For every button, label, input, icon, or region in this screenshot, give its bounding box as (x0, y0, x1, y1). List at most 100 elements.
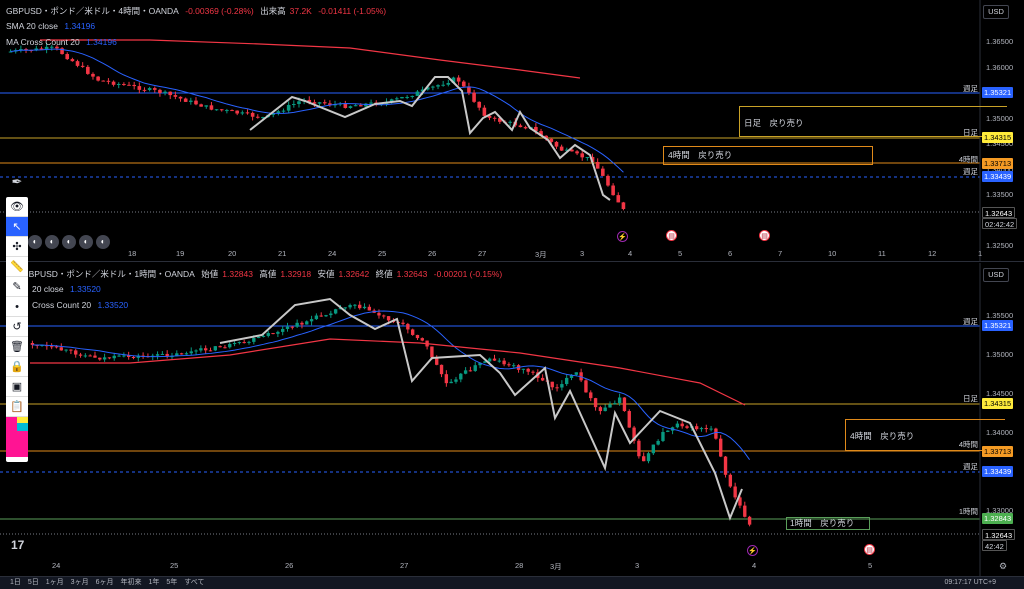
brush-icon[interactable]: ◐ (28, 234, 42, 249)
symbol-title[interactable]: GBPUSD・ポンド／米ドル・1時間・OANDA (22, 269, 195, 279)
settings-gear-icon[interactable]: ⚙ (999, 561, 1008, 571)
candle (307, 99, 312, 103)
candle (242, 342, 246, 344)
candle (420, 338, 424, 341)
candle (534, 126, 538, 132)
event-us-flag-icon[interactable]: ▤ (759, 230, 770, 241)
undo-icon[interactable]: ↺ (6, 317, 28, 337)
candle (580, 153, 585, 158)
candle (314, 315, 319, 320)
cursor-icon[interactable]: ↖ (6, 217, 28, 237)
candle (459, 373, 463, 380)
range-options[interactable]: 1日 5日 1ヶ月 3ヶ月 6ヶ月 年初来 1年 5年 すべて (10, 579, 205, 586)
candle (131, 356, 136, 358)
currency-button[interactable]: USD (983, 5, 1009, 19)
candle (680, 423, 684, 427)
candle (184, 353, 189, 355)
pencil-icon[interactable]: ✎ (6, 277, 28, 297)
candle (714, 428, 718, 439)
daily-sell-box[interactable]: 日足 戻り売り (739, 106, 1007, 137)
time-axis-label: 4 (752, 561, 757, 570)
candle (353, 304, 357, 306)
brush-icon[interactable]: ◐ (96, 234, 110, 249)
candle (80, 65, 85, 67)
candle (405, 96, 409, 98)
h1-sell-box[interactable]: 1時間 戻り売り (786, 517, 870, 530)
candle (147, 88, 152, 90)
candle (65, 54, 70, 60)
low-value: 1.32642 (338, 269, 370, 279)
legend-1h: GBPUSD・ポンド／米ドル・1時間・OANDA 始値 1.32843 高値 1.3… (22, 268, 506, 280)
price-axis-label: 1.34000 (986, 164, 1014, 174)
candle (271, 113, 276, 115)
camera-icon[interactable]: ▣ (6, 377, 28, 397)
brush-icon[interactable]: ◐ (79, 234, 93, 249)
candle (395, 98, 399, 100)
sma-line (32, 310, 751, 461)
chart-pane-1h[interactable]: GBPUSD・ポンド／米ドル・1時間・OANDA 始値 1.32843 高値 1.3… (0, 263, 1024, 577)
candle (723, 456, 728, 475)
candle (616, 195, 621, 203)
time-axis-label: 4 (628, 249, 633, 258)
indicator-sma[interactable]: 20 close 1.33520 (32, 284, 105, 294)
time-axis-label: 5 (868, 561, 873, 570)
h4-sell-box[interactable]: 4時間 戻り売り (845, 419, 1005, 451)
chart-canvas-1h[interactable] (0, 263, 1024, 577)
event-us-flag-icon[interactable]: ▤ (864, 544, 875, 555)
candle (492, 358, 497, 361)
indicator-ma-cross[interactable]: Cross Count 20 1.33520 (32, 300, 132, 310)
level-weekly-1-tag: 1.35321 (982, 320, 1014, 331)
chart-canvas-4h[interactable] (0, 0, 1024, 262)
event-flash-icon[interactable]: ⚡ (617, 231, 628, 242)
candle (410, 95, 415, 97)
volume-value: 37.2K (289, 6, 312, 16)
chart-pane-4h[interactable]: GBPUSD・ポンド／米ドル・4時間・OANDA -0.00369 (-0.28… (0, 0, 1024, 276)
level-daily-tag: 1.34315 (982, 398, 1014, 409)
candle (261, 335, 266, 337)
palette-icon[interactable] (6, 417, 28, 457)
time-axis-label: 3 (635, 561, 640, 570)
level-weekly-1-tag: 1.35321 (982, 87, 1014, 98)
symbol-title[interactable]: GBPUSD・ポンド／米ドル・4時間・OANDA (6, 6, 179, 16)
candle (472, 92, 476, 102)
currency-button[interactable]: USD (983, 268, 1009, 282)
event-flash-icon[interactable]: ⚡ (747, 545, 758, 556)
candle (160, 353, 165, 355)
ruler-icon[interactable]: 📏 (6, 257, 28, 277)
candle (569, 374, 574, 378)
indicator-ma-cross[interactable]: MA Cross Count 20 1.34196 (6, 37, 121, 47)
clipboard-icon[interactable]: 📋 (6, 397, 28, 417)
candle (632, 427, 636, 441)
candle (728, 474, 733, 487)
tradingview-logo[interactable]: 17 (11, 538, 25, 552)
brush-icon[interactable]: ◐ (62, 234, 76, 249)
time-axis-label: 1 (978, 249, 983, 258)
trash-icon[interactable]: 🗑 (6, 337, 28, 357)
volume-change: -0.01411 (-1.05%) (318, 6, 387, 16)
candle (606, 175, 610, 186)
candle (204, 348, 208, 351)
candle (101, 80, 106, 82)
candle (564, 149, 569, 151)
sma-value: 1.33520 (70, 284, 101, 294)
pen-tool-icon[interactable]: ✒ (11, 174, 23, 189)
high-label: 高値 (259, 269, 277, 279)
candle (214, 109, 219, 111)
indicator-sma[interactable]: SMA 20 close 1.34196 (6, 21, 99, 31)
candle (343, 103, 348, 108)
eye-icon[interactable]: 👁 (6, 197, 28, 217)
h4-sell-box[interactable]: 4時間 戻り売り (663, 146, 873, 165)
volume-label: 出来高 (260, 6, 286, 16)
lock-icon[interactable]: 🔒 (6, 357, 28, 377)
candle (137, 86, 142, 90)
candle (441, 84, 445, 86)
brush-icon[interactable]: ◐ (45, 234, 59, 249)
dot-icon[interactable]: • (6, 297, 28, 317)
crosshair-icon[interactable]: ✣ (6, 237, 28, 257)
candle (420, 89, 425, 92)
event-us-flag-icon[interactable]: ▤ (666, 230, 677, 241)
candle (230, 110, 234, 112)
candle (497, 360, 501, 362)
candle (637, 440, 641, 457)
candle (312, 102, 317, 104)
